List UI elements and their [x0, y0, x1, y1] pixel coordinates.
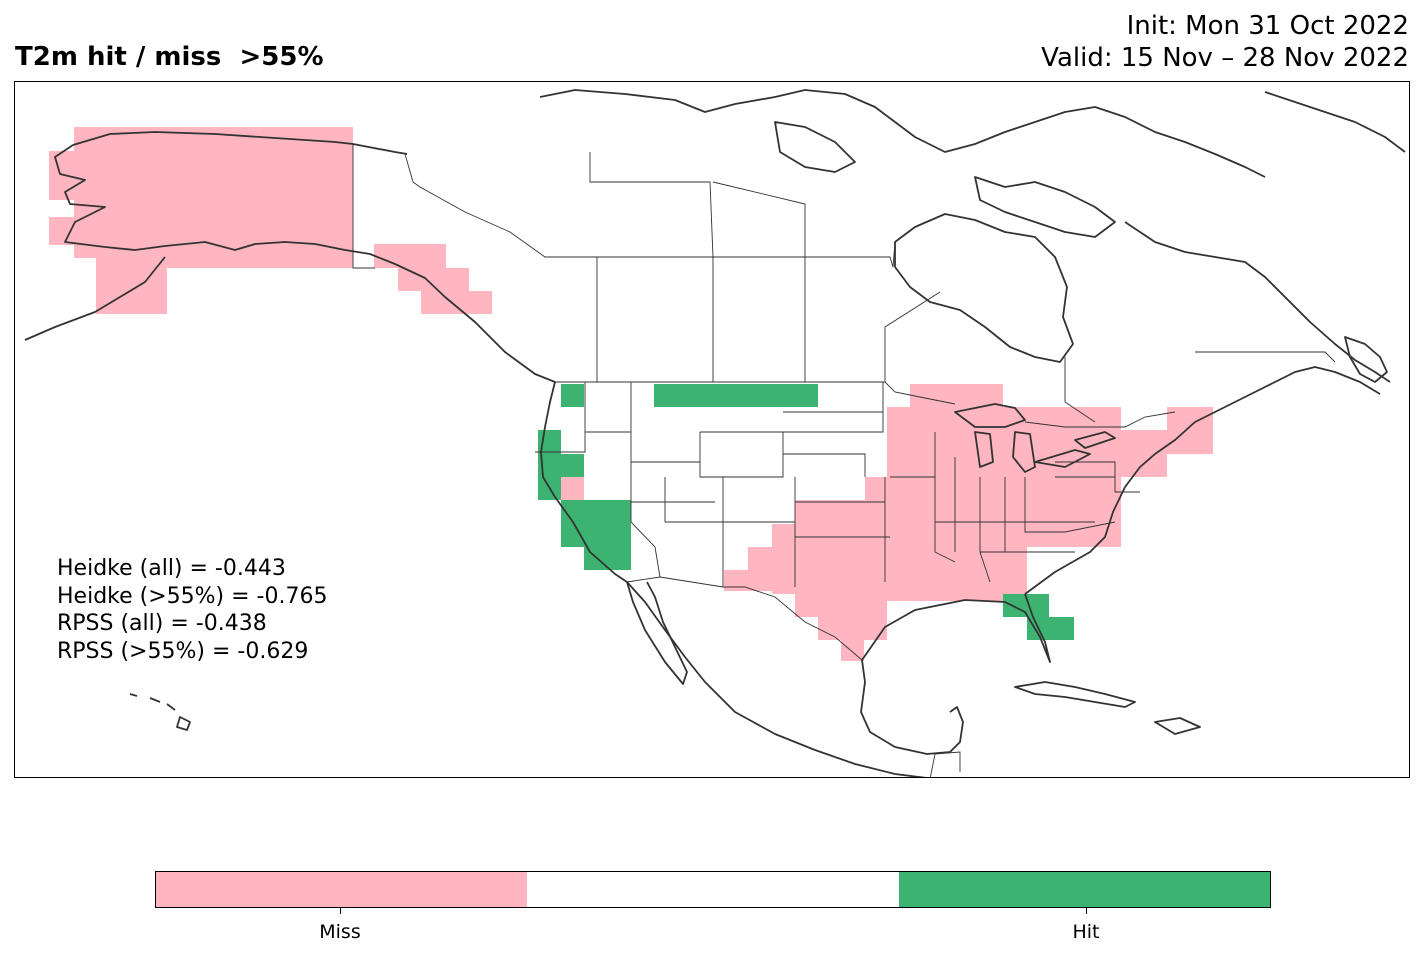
colorbar — [155, 871, 1271, 908]
coast-arctic-4 — [1264, 91, 1406, 153]
coast-arctic-1 — [539, 89, 1266, 178]
colorbar-miss-segment — [156, 872, 528, 907]
plot-title: T2m hit / miss >55% — [15, 42, 324, 72]
colorbar-label-miss: Miss — [319, 921, 361, 943]
coast-cuba — [1014, 681, 1136, 708]
hit-region-ca-north — [538, 430, 584, 500]
borders — [352, 144, 1336, 777]
miss-cells — [49, 127, 1213, 661]
hit-region-florida — [1003, 594, 1074, 640]
miss-region-east-us — [724, 384, 1213, 661]
colorbar-hit-segment — [898, 872, 1270, 907]
coast-alaska — [54, 131, 556, 383]
border-us-ca — [555, 381, 1176, 428]
skill-scores: Heidke (all) = -0.443 Heidke (>55%) = -0… — [57, 555, 327, 665]
map-panel — [14, 81, 1410, 778]
colorbar-tick-hit — [1086, 908, 1087, 914]
coast-arctic-3 — [774, 121, 856, 173]
hit-region-ca-south — [561, 500, 631, 570]
coast-baja — [626, 581, 688, 685]
score-heidke-55: Heidke (>55%) = -0.765 — [57, 583, 328, 609]
coast-us-east — [1024, 366, 1381, 595]
hit-region-wa-coast — [561, 384, 584, 407]
border-canada-provinces — [404, 152, 1336, 423]
score-heidke-all: Heidke (all) = -0.443 — [57, 556, 286, 581]
hit-cells — [538, 384, 1074, 640]
coast-us-west — [540, 381, 927, 777]
colorbar-label-hit: Hit — [1072, 921, 1100, 943]
miss-region-california — [561, 477, 584, 500]
init-date: Init: Mon 31 Oct 2022 — [1126, 11, 1409, 41]
coast-hudson-bay — [894, 213, 1074, 363]
border-us-mx — [626, 576, 863, 661]
colorbar-neutral-segment — [527, 872, 899, 907]
map-canvas — [24, 89, 1406, 777]
great-lakes — [954, 403, 1116, 473]
coast-aleutians — [24, 256, 166, 341]
border-ak-ca — [352, 144, 375, 269]
coast-arctic-2 — [974, 176, 1116, 238]
coast-gulf — [860, 593, 1051, 755]
coast-hawaii — [129, 693, 191, 731]
coast-hispaniola — [1154, 717, 1201, 735]
coast-labrador — [1124, 221, 1391, 383]
hit-region-montana — [654, 384, 818, 407]
colorbar-tick-miss — [340, 908, 341, 914]
coast-newfoundland — [1344, 336, 1388, 383]
coastlines — [24, 89, 1406, 777]
border-central-america — [929, 751, 961, 777]
miss-region-alaska — [49, 127, 353, 268]
border-us-states — [535, 382, 1140, 587]
valid-date: Valid: 15 Nov – 28 Nov 2022 — [1041, 43, 1409, 73]
date-info: Init: Mon 31 Oct 2022 Valid: 15 Nov – 28… — [1041, 10, 1409, 74]
score-rpss-55: RPSS (>55%) = -0.629 — [57, 638, 309, 664]
miss-region-panhandle — [374, 244, 492, 314]
score-rpss-all: RPSS (all) = -0.438 — [57, 611, 267, 636]
